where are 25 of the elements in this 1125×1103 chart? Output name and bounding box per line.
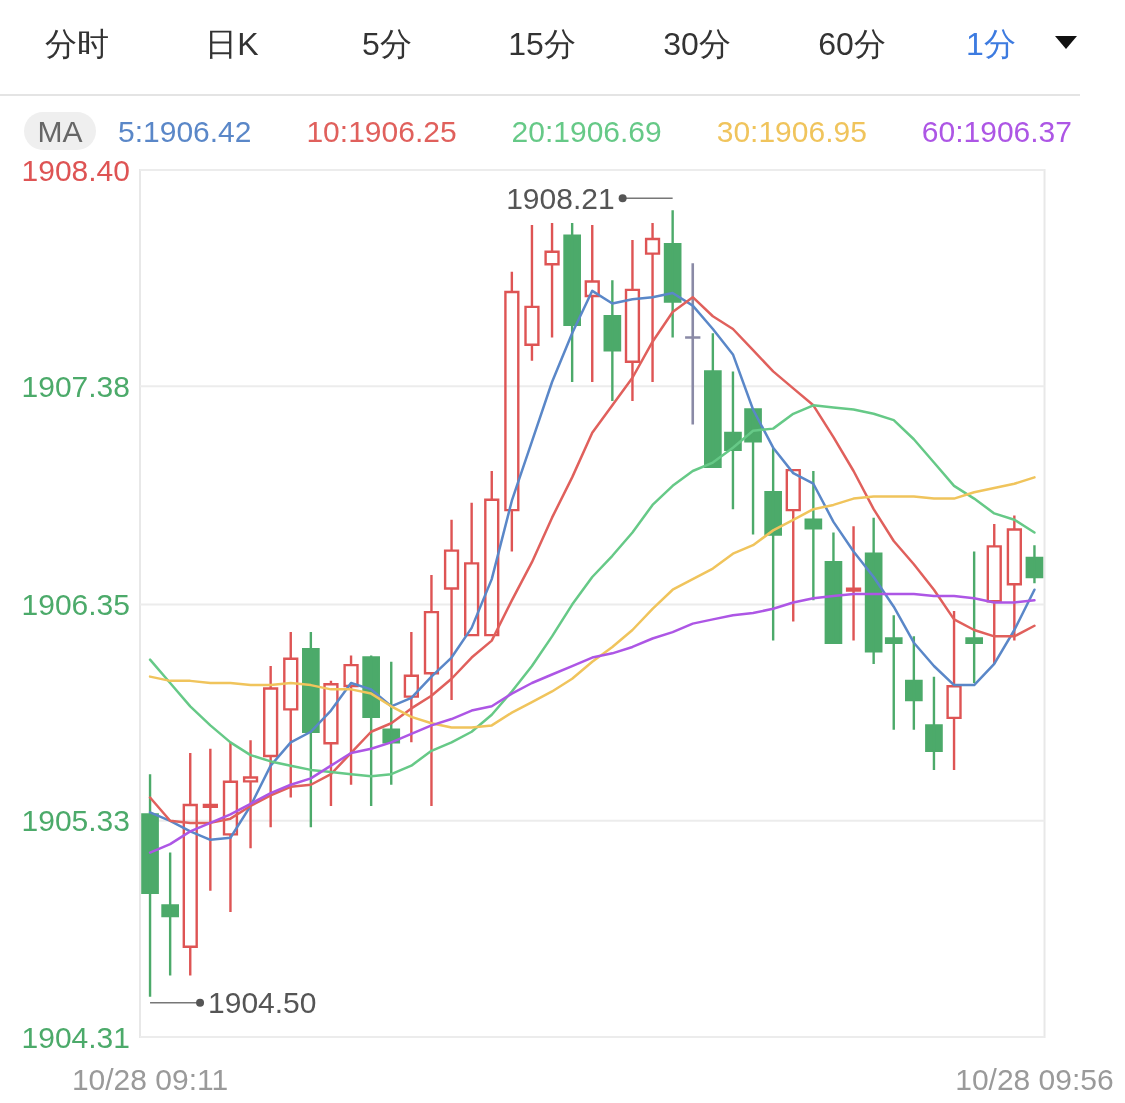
y-tick-label: 1905.33 xyxy=(21,804,130,838)
legend-title: MA xyxy=(37,114,83,148)
text: 5:1906.42 xyxy=(118,114,252,148)
text: 1分 xyxy=(966,26,1016,62)
annotation: 1908.21 xyxy=(506,181,615,215)
x-tick-label: 10/28 09:56 xyxy=(955,1062,1114,1096)
line-series xyxy=(148,476,1036,729)
text: 30分 xyxy=(663,26,731,62)
text: 日K xyxy=(205,26,259,62)
x-tick-label: 10/28 09:11 xyxy=(71,1062,229,1096)
text: 15分 xyxy=(508,26,576,62)
y-tick-label: 1906.35 xyxy=(21,588,130,622)
text: 60:1906.37 xyxy=(921,114,1072,148)
text: 5分 xyxy=(362,26,412,62)
text: 10:1906.25 xyxy=(306,114,457,148)
line-series xyxy=(148,404,1036,778)
annotation: 1904.50 xyxy=(208,986,317,1020)
text: 60分 xyxy=(818,26,886,62)
text: 30:1906.95 xyxy=(716,114,867,148)
y-tick-label: 1908.40 xyxy=(21,153,130,187)
y-tick-label: 1904.31 xyxy=(21,1020,130,1054)
text: 20:1906.69 xyxy=(511,114,662,148)
text: 分时 xyxy=(45,26,109,62)
line-series xyxy=(148,592,1036,854)
y-tick-label: 1907.38 xyxy=(21,369,130,403)
